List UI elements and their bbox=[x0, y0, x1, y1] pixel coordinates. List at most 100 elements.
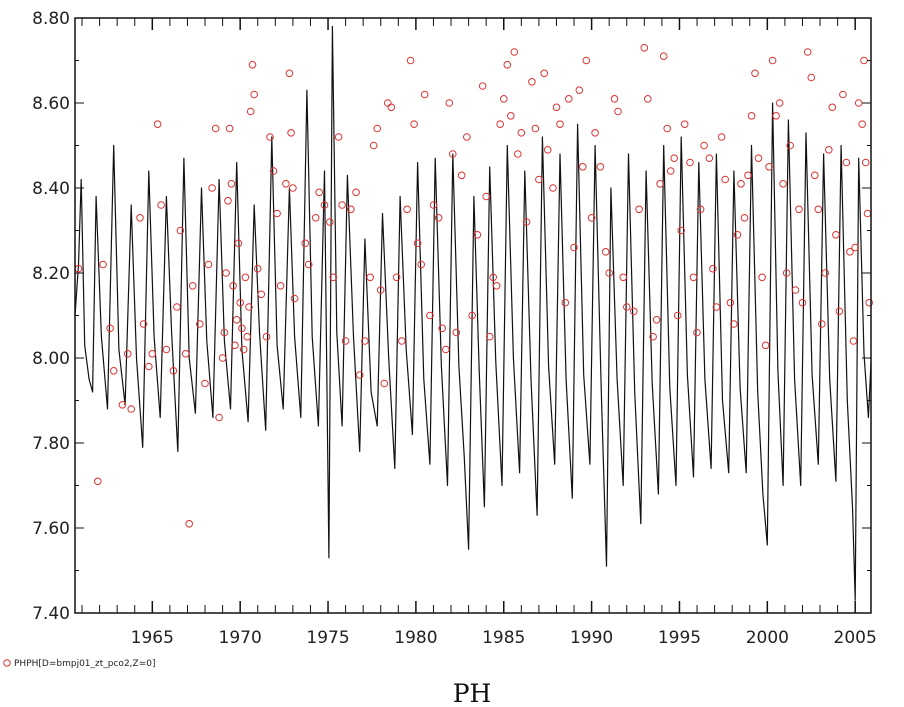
observation-point bbox=[341, 337, 350, 345]
observation-point bbox=[417, 260, 426, 269]
observation-point bbox=[782, 269, 791, 277]
observation-point bbox=[94, 477, 102, 486]
observation-point bbox=[282, 180, 290, 188]
observation-point bbox=[106, 324, 114, 333]
observation-point bbox=[858, 120, 867, 128]
observation-point bbox=[176, 226, 185, 235]
observation-point bbox=[392, 273, 401, 282]
observation-point bbox=[224, 197, 232, 205]
observation-point bbox=[246, 107, 255, 116]
observation-point bbox=[556, 120, 564, 128]
observation-point bbox=[241, 273, 250, 282]
observation-point bbox=[601, 248, 610, 256]
observation-point bbox=[717, 133, 726, 141]
observation-point bbox=[861, 158, 870, 167]
observation-point bbox=[531, 124, 540, 133]
observation-point bbox=[540, 69, 549, 78]
observation-point bbox=[614, 107, 622, 116]
observation-point bbox=[384, 99, 392, 107]
observation-point bbox=[582, 56, 591, 65]
observation-point bbox=[610, 95, 619, 103]
x-tick-label: 1970 bbox=[219, 628, 262, 648]
observation-point bbox=[811, 171, 819, 180]
observation-point bbox=[758, 273, 766, 282]
observation-point bbox=[369, 141, 378, 150]
observation-point bbox=[630, 307, 638, 316]
x-tick-label: 1965 bbox=[131, 628, 174, 648]
observation-point bbox=[507, 112, 515, 120]
observation-point bbox=[779, 180, 787, 188]
observation-point bbox=[289, 184, 297, 192]
observation-point bbox=[380, 379, 389, 388]
observation-point bbox=[535, 175, 543, 184]
observation-point bbox=[250, 90, 258, 99]
observation-point bbox=[438, 324, 447, 333]
y-tick-label: 8.20 bbox=[32, 264, 70, 284]
x-tick-label: 2000 bbox=[746, 628, 789, 648]
observation-point bbox=[473, 231, 482, 239]
observation-point bbox=[689, 273, 698, 282]
observation-point bbox=[825, 146, 833, 154]
observation-point bbox=[329, 273, 338, 282]
observation-point bbox=[218, 354, 227, 362]
observation-point bbox=[649, 332, 657, 341]
observation-point bbox=[478, 82, 487, 90]
observation-point bbox=[517, 129, 526, 137]
observation-point bbox=[803, 48, 812, 56]
observation-point bbox=[744, 171, 752, 180]
legend-entry: PHPH[D=bmpj01_zt_pco2,Z=0] bbox=[14, 659, 155, 669]
observation-point bbox=[248, 61, 257, 69]
observation-point bbox=[457, 171, 466, 180]
observation-point bbox=[463, 133, 471, 141]
observation-point bbox=[635, 205, 643, 214]
observation-point bbox=[514, 150, 522, 158]
plot-frame bbox=[74, 17, 872, 614]
legend-marker-icon bbox=[3, 659, 11, 667]
observation-point bbox=[821, 269, 830, 277]
observation-point bbox=[839, 90, 847, 99]
observation-point bbox=[666, 167, 675, 175]
observation-point bbox=[269, 167, 278, 175]
observation-point bbox=[818, 320, 826, 328]
observation-point bbox=[245, 303, 253, 311]
observation-point bbox=[705, 154, 714, 162]
observation-point bbox=[234, 239, 243, 248]
observation-point bbox=[765, 163, 773, 171]
observation-point bbox=[791, 286, 800, 294]
observation-point bbox=[266, 133, 274, 141]
y-tick-label: 8.60 bbox=[32, 94, 70, 114]
observation-point bbox=[623, 303, 631, 311]
observation-point bbox=[503, 61, 512, 69]
observation-point bbox=[865, 298, 874, 307]
y-tick-label: 8.80 bbox=[32, 9, 70, 29]
observation-point bbox=[145, 362, 153, 371]
observation-point bbox=[225, 124, 234, 133]
y-tick-label: 8.00 bbox=[32, 349, 70, 369]
observation-point bbox=[257, 290, 266, 299]
observation-point bbox=[215, 413, 223, 422]
observation-point bbox=[243, 332, 251, 341]
model-line bbox=[74, 25, 872, 601]
observation-point bbox=[485, 332, 494, 341]
observation-point bbox=[136, 214, 144, 222]
observation-point bbox=[795, 205, 803, 214]
observation-point bbox=[659, 52, 668, 61]
observation-point bbox=[677, 226, 686, 235]
observation-point bbox=[273, 209, 281, 218]
observation-point bbox=[311, 214, 320, 222]
observation-point bbox=[403, 205, 411, 214]
observation-point bbox=[157, 201, 165, 209]
observation-point bbox=[109, 367, 118, 375]
observation-point bbox=[398, 337, 406, 345]
observation-point bbox=[238, 324, 246, 333]
observation-point bbox=[549, 184, 557, 192]
observation-point bbox=[619, 273, 628, 282]
observation-point bbox=[492, 282, 501, 290]
observation-point bbox=[640, 44, 649, 52]
observation-point bbox=[361, 337, 369, 345]
observation-point bbox=[860, 56, 868, 65]
observation-point bbox=[276, 282, 285, 290]
observation-point bbox=[173, 303, 181, 311]
observation-point bbox=[420, 90, 429, 99]
observation-point bbox=[737, 180, 745, 188]
